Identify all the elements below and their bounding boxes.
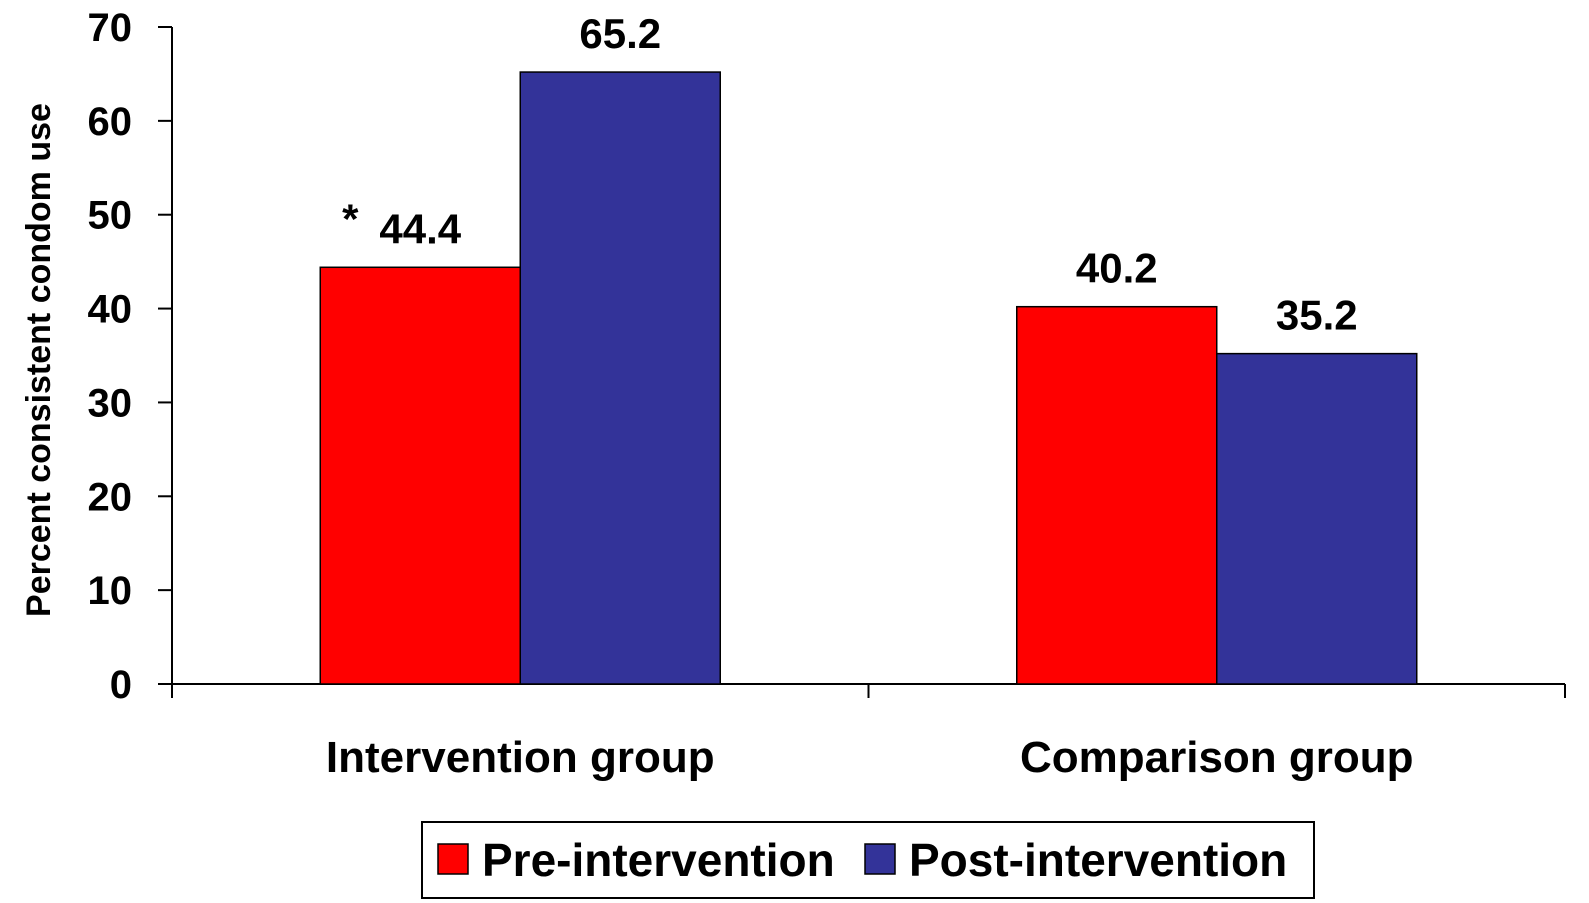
x-category-label: Comparison group xyxy=(1020,733,1414,782)
bar-pre-comparison xyxy=(1016,305,1218,685)
legend-label: Post-intervention xyxy=(909,834,1287,886)
data-label: 35.2 xyxy=(1276,292,1358,339)
y-tick-label: 60 xyxy=(88,100,133,144)
bar-post-intervention xyxy=(519,71,721,685)
legend-label: Pre-intervention xyxy=(482,834,835,886)
data-label: 44.4 xyxy=(379,205,461,252)
y-tick-label: 40 xyxy=(88,288,133,332)
y-tick-label: 50 xyxy=(88,194,133,238)
legend-swatch xyxy=(437,843,469,875)
y-tick-label: 70 xyxy=(88,6,133,50)
plot-area: 0 10 20 30 40 50 60 70 44.4 65.2 Intervention grou… xyxy=(88,6,1566,782)
bar-post-comparison xyxy=(1216,352,1418,685)
data-label: 65.2 xyxy=(579,10,661,57)
y-tick-label: 20 xyxy=(88,475,133,519)
significance-asterisk: * xyxy=(342,195,359,242)
legend: Pre-intervention Post-intervention xyxy=(421,821,1315,899)
x-category-label: Intervention group xyxy=(326,733,715,782)
y-tick-label: 30 xyxy=(88,381,133,425)
data-label: 40.2 xyxy=(1076,245,1158,292)
legend-swatch xyxy=(864,843,896,875)
bar-pre-intervention xyxy=(319,266,521,685)
y-tick-label: 10 xyxy=(88,569,133,613)
y-tick-label: 0 xyxy=(110,663,132,707)
y-axis-title: Percent consistent condom use xyxy=(20,103,58,617)
y-axis-title-group: Percent consistent condom use xyxy=(20,103,58,617)
